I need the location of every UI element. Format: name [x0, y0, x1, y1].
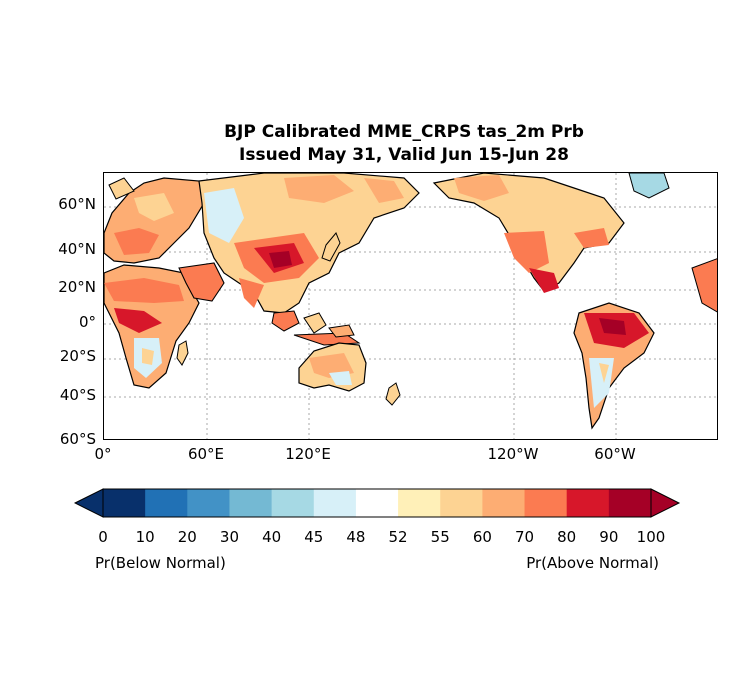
- island-madagascar: [176, 340, 189, 366]
- chart-title-line1: BJP Calibrated MME_CRPS tas_2m Prb: [224, 122, 584, 142]
- continent-south-america: [573, 302, 655, 430]
- lon-label-120w: 120°W: [487, 445, 539, 463]
- lat-label-60n: 60°N: [58, 195, 96, 213]
- colorbar-outline: [102, 488, 652, 518]
- lon-label-60w: 60°W: [594, 445, 636, 463]
- colorbar-tick-label: 20: [177, 528, 197, 546]
- colorbar-caption-below: Pr(Below Normal): [95, 554, 226, 572]
- chart-title-line2: Issued May 31, Valid Jun 15-Jun 28: [239, 145, 569, 165]
- colorbar-high-extend: [650, 488, 681, 518]
- lat-label-40n: 40°N: [58, 240, 96, 258]
- colorbar-cells: [103, 489, 652, 517]
- lat-label-60s: 60°S: [59, 430, 96, 448]
- islands-southeast-asia: [271, 310, 361, 346]
- lat-label-40s: 40°S: [59, 386, 96, 404]
- colorbar-cell: [524, 489, 568, 517]
- colorbar-low-extend: [74, 488, 104, 518]
- lat-label-0: 0°: [78, 313, 96, 331]
- colorbar-cell: [482, 489, 526, 517]
- colorbar-tick-label: 30: [219, 528, 239, 546]
- region-africa-wrap: [691, 258, 717, 313]
- colorbar-tick-label: 10: [135, 528, 155, 546]
- colorbar-cell: [145, 489, 188, 517]
- lon-label-60e: 60°E: [187, 445, 225, 463]
- colorbar-tick-label: 90: [599, 528, 619, 546]
- colorbar-caption-above: Pr(Above Normal): [526, 554, 659, 572]
- continent-europe: [104, 177, 205, 264]
- lon-label-120e: 120°E: [285, 445, 331, 463]
- colorbar-tick-label: 52: [388, 528, 408, 546]
- colorbar-cell: [229, 489, 273, 517]
- colorbar-tick-label: 70: [514, 528, 535, 546]
- colorbar-cell: [398, 489, 441, 517]
- colorbar-cell: [440, 489, 483, 517]
- colorbar-cell: [355, 489, 399, 517]
- colorbar-tick-label: 60: [472, 528, 492, 546]
- colorbar-cell: [566, 489, 610, 517]
- colorbar-cell: [608, 489, 652, 517]
- map-panel: [103, 172, 718, 440]
- continent-africa: [104, 264, 200, 389]
- continent-australia: [298, 342, 367, 392]
- colorbar: [74, 488, 681, 518]
- colorbar-cell: [103, 489, 146, 517]
- colorbar-tick-label: 45: [304, 528, 324, 546]
- island-new-zealand: [385, 382, 401, 406]
- lat-label-20s: 20°S: [59, 347, 96, 365]
- colorbar-cell: [187, 489, 230, 517]
- island-greenland: [628, 173, 670, 199]
- colorbar-tick-label: 40: [262, 528, 282, 546]
- colorbar-cell: [313, 489, 357, 517]
- lon-label-0: 0°: [94, 445, 112, 463]
- colorbar-tick-label: 100: [636, 528, 666, 546]
- colorbar-tick-label: 80: [557, 528, 577, 546]
- region-arabia: [178, 262, 225, 302]
- colorbar-tick-label: 0: [98, 528, 108, 546]
- lat-label-20n: 20°N: [58, 278, 96, 296]
- continent-asia: [198, 173, 420, 314]
- world-map: [104, 173, 717, 439]
- island-japan: [321, 232, 341, 262]
- colorbar-cell: [271, 489, 315, 517]
- colorbar-tick-label: 55: [430, 528, 450, 546]
- colorbar-tick-label: 48: [346, 528, 366, 546]
- continent-north-america: [432, 173, 625, 293]
